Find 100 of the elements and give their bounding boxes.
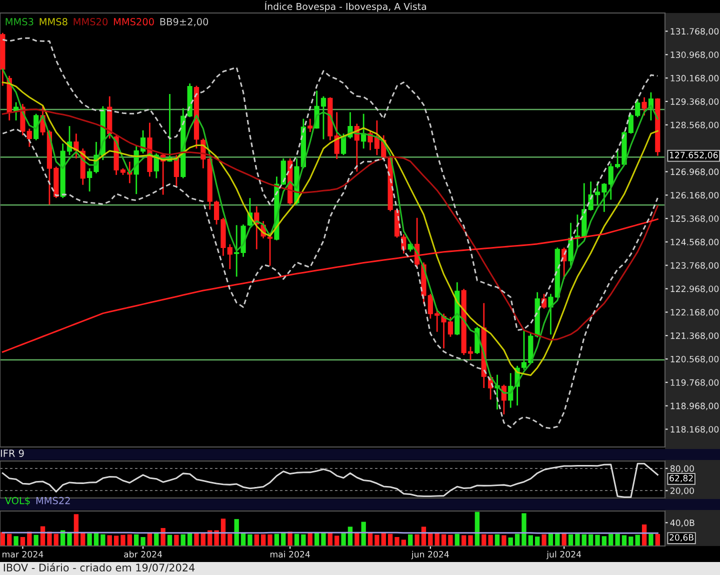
bar <box>67 532 72 546</box>
bar <box>388 534 393 546</box>
bar <box>408 534 413 546</box>
bar <box>154 533 159 546</box>
bar <box>602 536 607 546</box>
candlestick <box>334 111 340 160</box>
line-series <box>2 462 658 498</box>
bar <box>655 534 660 546</box>
y-tick-label: 128.568,00 <box>670 122 719 130</box>
y-tick-label: 119.768,00 <box>670 379 719 387</box>
bar <box>180 534 186 546</box>
bar <box>248 534 252 546</box>
bar <box>468 535 473 546</box>
bar <box>140 537 146 546</box>
bar <box>334 536 340 546</box>
bar <box>615 534 620 546</box>
y-tick-label: 122.968,00 <box>670 286 719 294</box>
chart-title: IFR 9 <box>0 450 24 457</box>
y-tick-label: 129.368,00 <box>670 98 719 106</box>
bar <box>20 537 26 546</box>
bar <box>488 534 493 546</box>
bar <box>187 533 192 546</box>
bar <box>401 540 406 546</box>
y-tick-label: 130.968,00 <box>670 51 719 59</box>
y-tick-label: 126.968,00 <box>670 168 719 176</box>
candlestick <box>267 232 273 266</box>
bar <box>7 534 12 546</box>
y-tick-label: 20,00 <box>670 487 694 495</box>
bar <box>608 534 614 546</box>
text: 20,6B <box>670 534 694 542</box>
y-tick-label: 118.968,00 <box>670 402 719 410</box>
bar <box>220 518 226 546</box>
y-tick-label: 130.168,00 <box>670 74 719 82</box>
bar <box>194 533 199 546</box>
bar <box>54 534 58 546</box>
y-tick-label: 131.768,00 <box>670 28 719 36</box>
x-tick-label: jul 2024 <box>546 550 582 560</box>
y-tick-label: 125.368,00 <box>670 215 719 223</box>
bar <box>100 534 106 546</box>
text: 127.652,06 <box>670 152 718 160</box>
y-tick-label: 118.168,00 <box>670 426 719 434</box>
text: 62,82 <box>670 474 693 482</box>
bar <box>87 533 92 546</box>
bar <box>361 522 366 546</box>
chart-title: Índice Bovespa - Ibovespa, A Vista <box>265 1 426 12</box>
bar <box>461 535 466 546</box>
bar <box>441 534 446 546</box>
text: MMS3 <box>6 18 34 26</box>
bar <box>454 534 460 546</box>
bar <box>494 534 500 546</box>
bar <box>522 513 526 546</box>
y-tick-label: 126.168,00 <box>670 192 719 200</box>
x-tick-label: jun 2024 <box>411 550 449 560</box>
bar <box>502 535 506 546</box>
text: MMS20 <box>74 18 108 26</box>
text: BB9±2,00 <box>160 18 208 26</box>
bar <box>562 533 566 546</box>
y-tick-label: 121.368,00 <box>670 332 719 340</box>
bar <box>568 534 574 546</box>
y-tick-label: 80,00 <box>670 465 694 473</box>
text: MMS22 <box>36 496 70 504</box>
bar <box>622 535 627 546</box>
bar <box>575 534 580 546</box>
bar <box>595 534 600 546</box>
text: VOL$ <box>4 496 30 506</box>
bar <box>414 534 420 546</box>
bar <box>14 536 18 546</box>
line-series <box>2 128 658 430</box>
bar <box>274 534 280 546</box>
bar <box>254 534 259 546</box>
candlestick <box>568 222 574 266</box>
text: MMS200 <box>114 18 154 26</box>
bar <box>228 534 232 546</box>
bar <box>260 534 266 546</box>
bar <box>74 514 79 546</box>
bar <box>474 512 480 546</box>
bar <box>648 534 654 546</box>
y-tick-label: 40,0B <box>670 520 694 527</box>
bar <box>514 534 520 546</box>
bar <box>127 534 132 546</box>
bar <box>268 534 272 546</box>
bar <box>160 528 166 546</box>
candlestick <box>308 118 313 133</box>
bar <box>120 534 126 546</box>
bar <box>535 536 540 546</box>
x-tick-label: mar 2024 <box>2 551 44 558</box>
y-tick-label: 124.568,00 <box>670 238 719 246</box>
bar <box>107 535 112 546</box>
bar <box>542 534 546 546</box>
bar <box>301 534 306 546</box>
candlestick <box>642 96 647 116</box>
bar <box>167 534 172 546</box>
bar <box>34 534 38 546</box>
bar <box>588 534 594 546</box>
bar <box>428 533 433 546</box>
y-tick-label: 123.768,00 <box>670 262 719 270</box>
y-tick-label: 120.568,00 <box>670 356 719 364</box>
bar <box>434 533 440 546</box>
bar <box>134 534 139 546</box>
bar <box>174 534 179 546</box>
